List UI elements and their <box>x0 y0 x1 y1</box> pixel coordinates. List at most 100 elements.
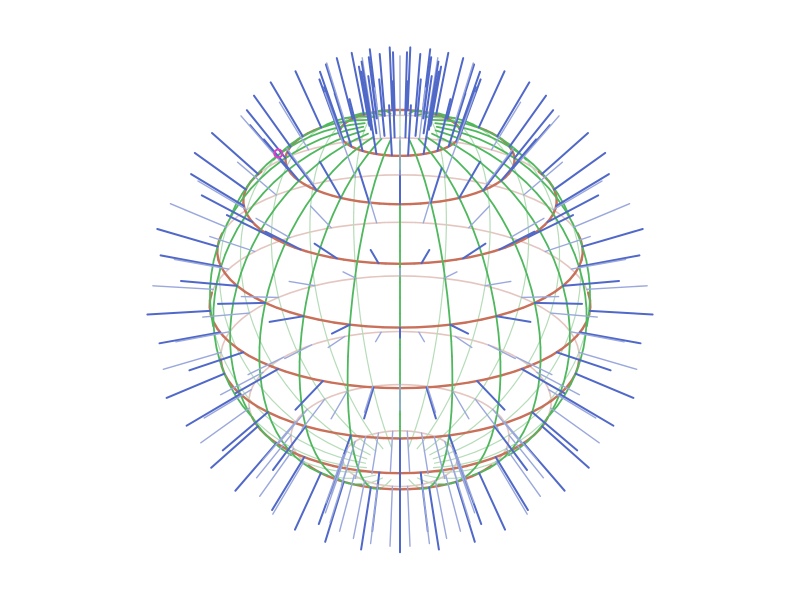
normal-vector <box>169 202 228 228</box>
longitude-line <box>492 301 498 319</box>
latitude-line <box>264 301 279 309</box>
normal-vector <box>427 70 440 131</box>
longitude-line <box>326 461 341 466</box>
longitude-line <box>466 213 474 230</box>
longitude-line <box>499 432 513 441</box>
latitude-line <box>338 390 349 395</box>
normal-vector <box>449 323 470 335</box>
longitude-line <box>495 316 500 334</box>
latitude-line <box>248 391 251 400</box>
latitude-line <box>352 222 370 226</box>
longitude-line <box>353 452 358 464</box>
longitude-line <box>450 340 453 358</box>
longitude-line <box>289 136 301 146</box>
longitude-line <box>353 112 363 117</box>
normal-vector <box>255 217 291 239</box>
normal-vector <box>330 446 349 495</box>
latitude-line <box>415 435 435 440</box>
longitude-line <box>310 257 314 272</box>
normal-vector <box>371 432 380 475</box>
longitude-line <box>527 218 530 233</box>
normal-vector <box>435 51 450 116</box>
latitude-line <box>231 259 242 267</box>
longitude-line <box>359 317 363 332</box>
longitude-line <box>478 452 486 463</box>
longitude-line <box>220 221 229 237</box>
latitude-line <box>337 224 355 228</box>
longitude-line <box>266 159 275 170</box>
latitude-line <box>297 412 304 419</box>
longitude-line <box>530 424 542 434</box>
longitude-line <box>556 272 560 287</box>
longitude-line <box>489 153 504 165</box>
longitude-line <box>527 389 538 401</box>
longitude-line <box>424 474 436 478</box>
longitude-line <box>582 333 587 349</box>
latitude-line <box>326 336 340 342</box>
longitude-line <box>324 467 332 475</box>
longitude-line <box>449 410 453 425</box>
normal-vector <box>211 132 260 176</box>
longitude-line <box>473 460 481 469</box>
longitude-line <box>310 130 325 138</box>
longitude-line <box>416 157 423 171</box>
longitude-line <box>576 240 580 254</box>
longitude-line <box>528 349 537 363</box>
normal-vector <box>200 194 254 224</box>
longitude-line <box>430 205 436 221</box>
longitude-line <box>489 286 495 304</box>
longitude-line <box>296 153 311 165</box>
latitude-line <box>334 431 352 437</box>
longitude-line <box>331 160 344 173</box>
longitude-line <box>497 331 501 349</box>
normal-vector <box>549 312 598 318</box>
latitude-line <box>349 332 364 337</box>
latitude-line <box>459 392 470 397</box>
normal-vector <box>363 385 374 413</box>
longitude-line <box>515 245 523 262</box>
longitude-line <box>218 278 221 293</box>
longitude-line <box>354 476 366 479</box>
latitude-line <box>384 484 391 487</box>
normal-vector <box>286 151 318 192</box>
longitude-line <box>281 409 294 420</box>
latitude-line <box>521 301 536 309</box>
longitude-line <box>502 162 516 174</box>
longitude-line <box>567 362 575 376</box>
longitude-line <box>364 474 376 478</box>
longitude-line <box>368 369 373 384</box>
normal-vector <box>152 285 214 290</box>
latitude-line <box>346 383 366 388</box>
longitude-line <box>263 432 274 443</box>
longitude-line <box>471 227 479 244</box>
longitude-line <box>215 346 221 362</box>
longitude-line <box>322 126 338 133</box>
latitude-line <box>549 312 560 320</box>
longitude-line <box>306 138 322 147</box>
longitude-line <box>366 357 370 372</box>
longitude-line <box>316 241 323 259</box>
longitude-line <box>313 415 326 427</box>
normal-vector <box>422 198 432 224</box>
longitude-line <box>346 397 350 413</box>
longitude-line <box>434 330 439 346</box>
latitude-line <box>533 198 546 206</box>
longitude-line <box>358 303 361 319</box>
normal-vector <box>193 151 247 191</box>
longitude-line <box>273 195 277 208</box>
normal-vector <box>426 385 437 413</box>
normal-vector <box>180 280 239 287</box>
normal-vector <box>217 301 267 305</box>
normal-vector <box>253 94 292 148</box>
normal-vector <box>458 160 482 199</box>
normal-vector <box>454 62 474 122</box>
latitude-line <box>254 198 267 206</box>
normal-vector <box>429 65 443 127</box>
longitude-line <box>218 359 225 374</box>
normal-vector <box>420 249 431 265</box>
longitude-line <box>522 420 530 433</box>
normal-vector <box>240 295 280 299</box>
longitude-line <box>252 192 265 206</box>
longitude-line <box>459 461 474 466</box>
